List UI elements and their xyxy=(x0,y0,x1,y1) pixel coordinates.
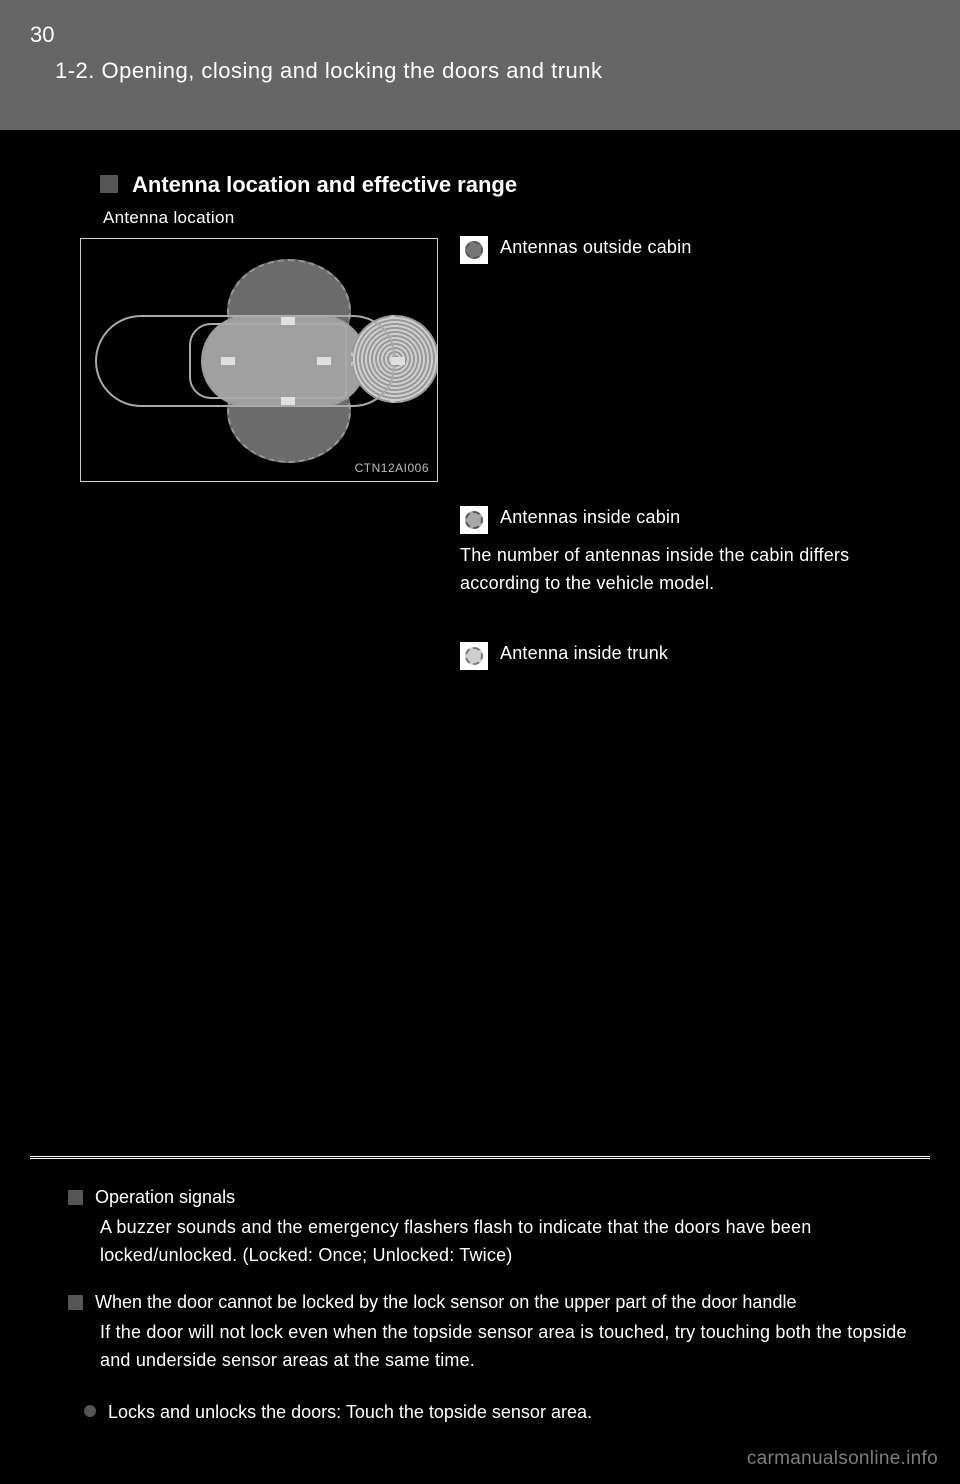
square-marker-icon xyxy=(68,1190,83,1205)
antenna-icon xyxy=(221,357,235,365)
body-text-operation-signals: A buzzer sounds and the emergency flashe… xyxy=(100,1214,920,1270)
sub-heading-door-lock: When the door cannot be locked by the lo… xyxy=(68,1292,960,1313)
swatch-box xyxy=(460,236,488,264)
legend-text: Antenna inside trunk xyxy=(500,640,668,668)
square-marker-icon xyxy=(68,1295,83,1310)
sub-heading-operation-signals: Operation signals xyxy=(68,1187,960,1208)
swatch-box xyxy=(460,642,488,670)
legend-text: Antennas outside cabin xyxy=(500,234,692,262)
content-area: Antenna location and effective range Ant… xyxy=(0,130,960,1426)
bullet-dot-icon xyxy=(84,1405,96,1417)
legend-item-interior: Antennas inside cabin xyxy=(460,504,890,534)
legend-item-trunk: Antenna inside trunk xyxy=(460,640,890,670)
swatch-pattern-icon xyxy=(465,647,483,665)
swatch-box xyxy=(460,506,488,534)
watermark: carmanualsonline.info xyxy=(747,1448,938,1470)
header-band: 30 1-2. Opening, closing and locking the… xyxy=(0,0,960,130)
antenna-icon xyxy=(281,397,295,405)
legend-item-exterior: Antennas outside cabin xyxy=(460,234,880,264)
sub-heading-text: Operation signals xyxy=(95,1187,235,1208)
section-divider xyxy=(30,1156,930,1159)
body-text-door-lock: If the door will not lock even when the … xyxy=(100,1319,920,1375)
figure-row: CTN12AI006 Antennas outside cabin xyxy=(80,238,960,482)
section-title: 1-2. Opening, closing and locking the do… xyxy=(55,58,603,84)
figure-code: CTN12AI006 xyxy=(355,461,429,475)
antenna-icon xyxy=(281,317,295,325)
legend-continued: Antennas inside cabin The number of ante… xyxy=(460,504,890,678)
swatch-mid-icon xyxy=(465,511,483,529)
swatch-dark-icon xyxy=(465,241,483,259)
antenna-icon xyxy=(391,357,405,365)
sub-heading-text: When the door cannot be locked by the lo… xyxy=(95,1292,796,1313)
antenna-icon xyxy=(317,357,331,365)
bullet-item: Locks and unlocks the doors: Touch the t… xyxy=(84,1399,920,1427)
page-number: 30 xyxy=(30,22,54,48)
legend-interior-note: The number of antennas inside the cabin … xyxy=(460,542,890,598)
heading-sub: Antenna location xyxy=(103,208,960,228)
main-heading-text: Antenna location and effective range xyxy=(132,172,517,197)
bullet-text: Locks and unlocks the doors: Touch the t… xyxy=(108,1399,592,1427)
legend-text: Antennas inside cabin xyxy=(500,504,680,532)
car-antenna-diagram: CTN12AI006 xyxy=(80,238,438,482)
main-heading: Antenna location and effective range xyxy=(100,172,960,198)
square-marker-icon xyxy=(100,175,118,193)
legend-column: Antennas outside cabin xyxy=(460,234,880,272)
